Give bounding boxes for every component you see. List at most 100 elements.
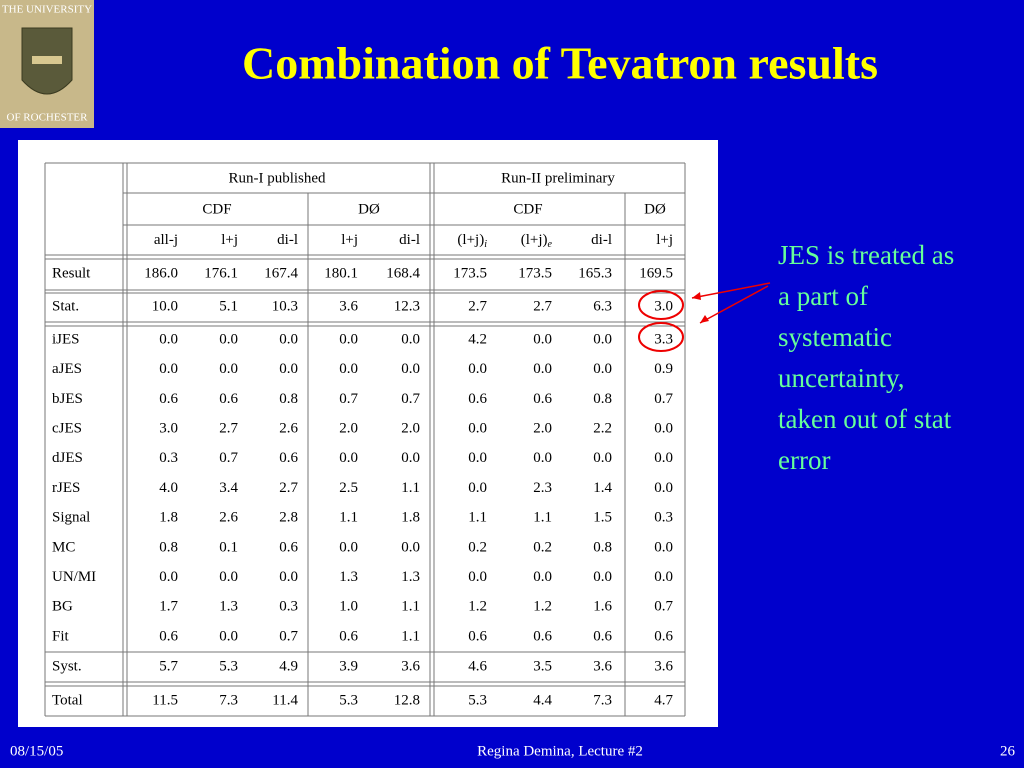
column-header: di-l [399, 232, 420, 248]
cell-value: 0.6 [279, 539, 298, 555]
cell-value: 1.5 [593, 510, 612, 526]
experiment-header: CDF [202, 201, 231, 217]
experiment-header: DØ [644, 201, 666, 217]
row-label: rJES [52, 480, 80, 496]
row-label: UN/MI [52, 569, 96, 585]
cell-value: 0.7 [279, 628, 298, 644]
cell-value: 6.3 [593, 298, 612, 314]
row-label: cJES [52, 421, 82, 437]
cell-value: 0.0 [279, 569, 298, 585]
cell-value: 2.6 [219, 510, 238, 526]
side-note: JES is treated as a part of systematic unce… [778, 240, 954, 475]
cell-value: 1.3 [219, 599, 238, 615]
cell-value: 4.6 [468, 658, 487, 674]
footer-page: 26 [1000, 743, 1016, 759]
arrow-head [692, 292, 701, 300]
column-header: di-l [277, 232, 298, 248]
cell-value: 2.3 [533, 480, 552, 496]
cell-value: 0.0 [654, 539, 673, 555]
cell-value: 3.4 [219, 480, 238, 496]
cell-value: 0.3 [159, 450, 178, 466]
column-header-text: (l+j) [457, 232, 484, 248]
cell-value: 0.2 [533, 539, 552, 555]
row-label: MC [52, 539, 75, 555]
cell-value: 1.1 [339, 510, 358, 526]
cell-value: 1.2 [533, 599, 552, 615]
column-header: l+j [221, 232, 238, 248]
cell-value: 0.0 [279, 331, 298, 347]
experiment-header: CDF [513, 201, 542, 217]
column-header: all-j [154, 232, 178, 248]
cell-value: 0.0 [401, 331, 420, 347]
cell-value: 5.7 [159, 658, 178, 674]
cell-value: 173.5 [518, 265, 552, 281]
cell-value: 0.0 [593, 569, 612, 585]
cell-value: 0.1 [219, 539, 238, 555]
cell-value: 0.2 [468, 539, 487, 555]
cell-value: 0.0 [279, 361, 298, 377]
column-header-text: di-l [591, 232, 612, 248]
cell-value: 1.2 [468, 599, 487, 615]
cell-value: 0.7 [339, 391, 358, 407]
cell-value: 0.8 [159, 539, 178, 555]
cell-value: 2.0 [339, 421, 358, 437]
cell-value: 5.3 [219, 658, 238, 674]
cell-value: 0.0 [468, 421, 487, 437]
cell-value: 2.8 [279, 510, 298, 526]
cell-value: 5.3 [339, 692, 358, 708]
highlight-circle [638, 322, 684, 352]
cell-value: 1.1 [401, 480, 420, 496]
cell-value: 1.1 [401, 599, 420, 615]
cell-value: 0.0 [219, 361, 238, 377]
cell-value: 3.6 [401, 658, 420, 674]
cell-value: 1.3 [339, 569, 358, 585]
note-line: a part of [778, 281, 868, 311]
cell-value: 0.0 [219, 569, 238, 585]
group-header: Run-II preliminary [501, 170, 615, 186]
cell-value: 0.8 [593, 391, 612, 407]
cell-value: 7.3 [219, 692, 238, 708]
cell-value: 1.7 [159, 599, 178, 615]
column-header-subscript: i [484, 239, 487, 250]
cell-value: 0.0 [339, 539, 358, 555]
cell-value: 0.9 [654, 361, 673, 377]
cell-value: 0.0 [468, 450, 487, 466]
table: Run-I published Run-II preliminary CDF DØ CD… [44, 162, 686, 717]
cell-value: 2.7 [219, 421, 238, 437]
cell-value: 0.0 [159, 569, 178, 585]
cell-value: 168.4 [386, 265, 420, 281]
cell-value: 3.5 [533, 658, 552, 674]
column-header-text: di-l [277, 232, 298, 248]
table-panel [18, 140, 718, 727]
cell-value: 0.3 [654, 510, 673, 526]
column-header-text: di-l [399, 232, 420, 248]
cell-value: 0.0 [339, 361, 358, 377]
cell-value: 1.6 [593, 599, 612, 615]
cell-value: 0.6 [159, 391, 178, 407]
cell-value: 4.2 [468, 331, 487, 347]
column-header-text: l+j [221, 232, 238, 248]
row-label: Fit [52, 628, 70, 644]
logo-band [32, 56, 62, 64]
cell-value: 0.0 [339, 331, 358, 347]
cell-value: 0.0 [468, 569, 487, 585]
cell-value: 7.3 [593, 692, 612, 708]
cell-value: 10.3 [272, 298, 298, 314]
cell-value: 0.0 [159, 331, 178, 347]
cell-value: 0.7 [219, 450, 238, 466]
column-header: l+j [656, 232, 673, 248]
cell-value: 0.0 [533, 361, 552, 377]
column-header-subscript: e [548, 239, 553, 250]
cell-value: 0.0 [533, 450, 552, 466]
column-header-text: l+j [341, 232, 358, 248]
cell-value: 12.3 [394, 298, 420, 314]
column-header: (l+j)e [521, 232, 553, 250]
cell-value: 4.7 [654, 692, 673, 708]
cell-value: 0.7 [654, 391, 673, 407]
row-label: Stat. [52, 298, 79, 314]
cell-value: 0.0 [159, 361, 178, 377]
cell-value: 0.0 [401, 539, 420, 555]
cell-value: 3.6 [654, 658, 673, 674]
row-label: bJES [52, 391, 83, 407]
row-label: Signal [52, 510, 90, 526]
